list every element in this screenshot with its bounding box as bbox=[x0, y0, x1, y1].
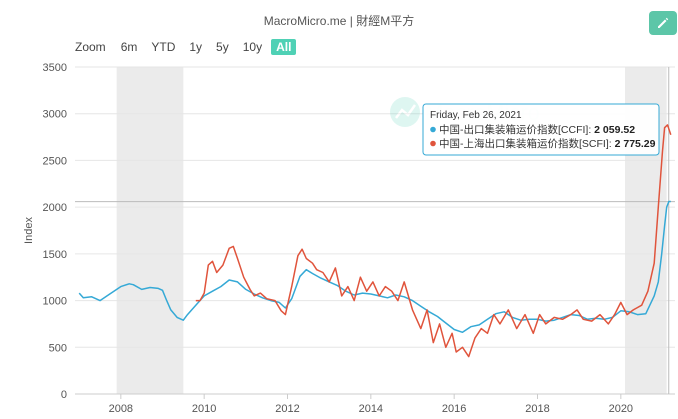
tooltip-value: 2 059.52 bbox=[594, 124, 635, 136]
zoom-10y-button[interactable]: 10y bbox=[242, 40, 263, 54]
zoom-ytd-button[interactable]: YTD bbox=[151, 40, 176, 54]
zoom-1y-button[interactable]: 1y bbox=[189, 40, 203, 54]
watermark-chart-glyph bbox=[395, 104, 417, 119]
tooltip-row-0: 中国-出口集装箱运价指数[CCFI]: 2 059.52 bbox=[439, 123, 635, 136]
watermark-logo-icon bbox=[390, 97, 420, 127]
tooltip-box bbox=[422, 103, 660, 156]
y-axis-label: Index bbox=[23, 217, 35, 244]
tooltip-series-label: 中国-出口集装箱运价指数[CCFI]: bbox=[439, 123, 594, 136]
zoom-5y-button[interactable]: 5y bbox=[216, 40, 229, 54]
tooltip-series-label: 中国-上海出口集装箱运价指数[SCFI]: bbox=[439, 137, 615, 150]
tooltip-date: Friday, Feb 26, 2021 bbox=[430, 110, 522, 121]
x-tick-label-2010: 2010 bbox=[192, 403, 216, 415]
chart-title: MacroMicro.me | 財經M平方 bbox=[263, 14, 415, 28]
y-tick-label-2000: 2000 bbox=[43, 202, 67, 214]
tooltip-marker-1 bbox=[430, 140, 436, 147]
y-tick-label-1000: 1000 bbox=[43, 296, 67, 308]
tooltip-value: 2 775.29 bbox=[615, 138, 656, 150]
tooltip-marker-0 bbox=[430, 126, 436, 133]
series-line-ccfi bbox=[78, 200, 671, 334]
x-tick-label-2014: 2014 bbox=[359, 403, 383, 415]
x-tick-label-2016: 2016 bbox=[442, 403, 466, 415]
y-tick-label-0: 0 bbox=[61, 389, 67, 401]
y-tick-label-500: 500 bbox=[49, 342, 67, 354]
pencil-icon bbox=[658, 17, 669, 28]
zoom-all-button[interactable]: All bbox=[271, 39, 297, 55]
tooltip-row-1: 中国-上海出口集装箱运价指数[SCFI]: 2 775.29 bbox=[439, 137, 656, 150]
y-tick-label-3000: 3000 bbox=[43, 109, 67, 121]
y-tick-label-2500: 2500 bbox=[43, 155, 67, 167]
y-tick-label-3500: 3500 bbox=[43, 62, 67, 74]
x-tick-label-2008: 2008 bbox=[109, 403, 133, 415]
y-tick-label-1500: 1500 bbox=[43, 249, 67, 261]
shaded-period-0 bbox=[116, 67, 184, 394]
tooltip: Friday, Feb 26, 2021 中国-出口集装箱运价指数[CCFI]: … bbox=[422, 103, 660, 156]
edit-button[interactable] bbox=[649, 11, 677, 35]
zoom-label: Zoom bbox=[75, 40, 106, 54]
zoom-selector: Zoom 6m YTD 1y 5y 10y All bbox=[75, 38, 300, 56]
x-tick-label-2018: 2018 bbox=[525, 403, 549, 415]
series-line-scfi bbox=[195, 124, 672, 358]
x-tick-label-2020: 2020 bbox=[609, 403, 633, 415]
x-tick-label-2012: 2012 bbox=[275, 403, 299, 415]
zoom-6m-button[interactable]: 6m bbox=[120, 40, 138, 54]
